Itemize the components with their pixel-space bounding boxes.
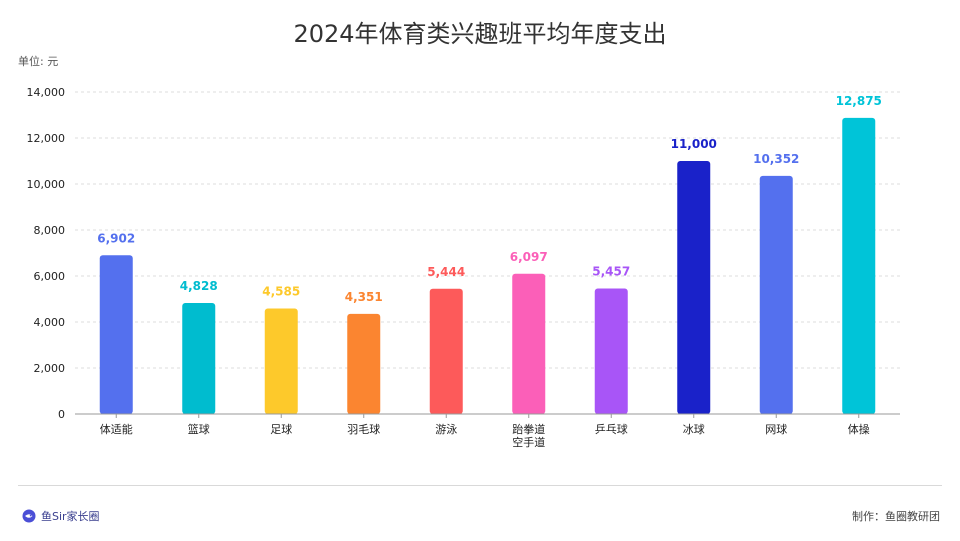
y-tick-label: 4,000 — [34, 316, 66, 329]
y-tick-label: 12,000 — [27, 132, 66, 145]
x-tick-label: 体操 — [848, 422, 870, 436]
x-tick-label: 篮球 — [188, 422, 210, 436]
data-label: 4,828 — [180, 279, 218, 293]
x-tick-label: 冰球 — [683, 422, 705, 436]
bar — [842, 117, 876, 414]
bar-chart: 02,0004,0006,0008,00010,00012,00014,000 … — [27, 86, 900, 449]
y-tick-label: 8,000 — [34, 224, 66, 237]
value-labels: 6,902 4,828 4,585 4,351 5,444 6,097 5,457 11,00… — [97, 94, 882, 304]
data-label: 4,585 — [262, 285, 300, 299]
x-tick-label: 羽毛球 — [347, 422, 380, 436]
chart-title: 2024年体育类兴趣班平均年度支出 — [293, 20, 667, 48]
bar — [677, 161, 711, 414]
data-label: 4,351 — [345, 290, 383, 304]
brand-name: 鱼Sir家长圈 — [41, 510, 100, 523]
x-tick-label: 网球 — [765, 422, 787, 436]
y-tick-label: 0 — [58, 408, 65, 421]
bar — [429, 288, 463, 414]
data-label: 11,000 — [671, 137, 717, 151]
data-label: 6,902 — [97, 231, 135, 245]
data-label: 6,097 — [510, 250, 548, 264]
brand-logo: 鱼Sir家长圈 — [22, 508, 100, 524]
data-label: 12,875 — [836, 94, 882, 108]
x-tick-label: 足球 — [270, 422, 292, 436]
bar — [512, 273, 546, 414]
y-tick-label: 10,000 — [27, 178, 66, 191]
bars — [99, 117, 876, 414]
data-label: 5,444 — [427, 265, 465, 279]
bar — [182, 302, 216, 414]
bar — [594, 288, 628, 414]
x-tick-label: 空手道 — [512, 435, 545, 449]
bar — [264, 308, 298, 414]
footer-divider — [18, 485, 942, 486]
x-tick-label: 游泳 — [435, 422, 457, 436]
data-label: 5,457 — [592, 264, 630, 278]
y-axis-ticks: 0 2,000 4,000 6,000 8,000 10,000 12,000 14,000 — [27, 86, 66, 421]
data-label: 10,352 — [753, 152, 799, 166]
y-tick-label: 6,000 — [34, 270, 66, 283]
y-tick-label: 14,000 — [27, 86, 66, 99]
x-tick-label: 体适能 — [100, 422, 133, 436]
unit-label: 单位: 元 — [18, 55, 59, 68]
bar — [759, 175, 793, 414]
x-tick-label: 跆拳道 — [512, 422, 545, 436]
bar — [99, 255, 133, 414]
x-tick-label: 乒乓球 — [595, 422, 628, 436]
y-tick-label: 2,000 — [34, 362, 66, 375]
fish-icon — [22, 509, 36, 523]
credit-text: 制作：鱼圈教研团 — [852, 510, 940, 523]
bar — [347, 313, 381, 414]
